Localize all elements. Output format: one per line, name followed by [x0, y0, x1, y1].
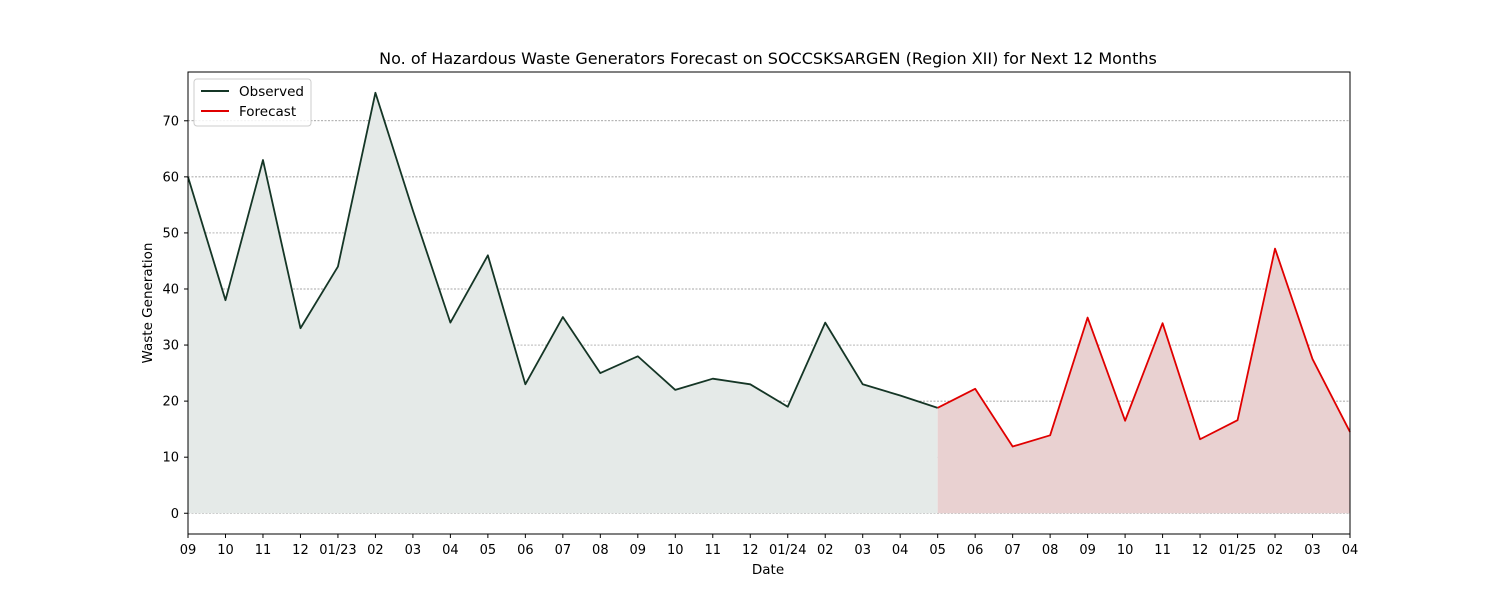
y-axis-title: Waste Generation	[140, 243, 156, 364]
x-tick-label: 01/23	[319, 543, 356, 558]
x-tick-label: 06	[967, 543, 984, 558]
x-tick-label: 04	[1342, 543, 1359, 558]
area-fills	[188, 92, 1350, 514]
x-tick-label: 10	[1117, 543, 1134, 558]
x-tick-label: 08	[1042, 543, 1059, 558]
x-tick-label: 12	[742, 543, 759, 558]
y-tick-label: 0	[171, 507, 179, 522]
x-tick-label: 04	[442, 543, 459, 558]
y-tick-label: 60	[162, 170, 179, 185]
x-tick-label: 09	[630, 543, 647, 558]
x-tick-label: 08	[592, 543, 609, 558]
y-tick-label: 40	[162, 282, 179, 297]
x-tick-label: 12	[292, 543, 309, 558]
x-tick-label: 03	[405, 543, 422, 558]
y-axis: 0 10 20 30 40 50 60 70	[162, 114, 188, 522]
area-observed	[188, 92, 938, 514]
line-observed	[187, 91, 938, 409]
chart-title: No. of Hazardous Waste Generators Foreca…	[379, 49, 1157, 68]
plot-frame	[187, 71, 1351, 535]
x-axis: 09 10 11 12 01/23 02 03 04 05 06 07 08 09 10 11 12 01/24…	[180, 534, 1359, 558]
x-tick-label: 01/24	[769, 543, 806, 558]
x-tick-label: 03	[854, 543, 871, 558]
x-tick-label: 10	[667, 543, 684, 558]
x-axis-title: Date	[752, 562, 784, 578]
x-tick-label: 11	[705, 543, 722, 558]
line-forecast	[937, 247, 1351, 448]
y-tick-label: 30	[162, 339, 179, 354]
y-tick-label: 10	[162, 451, 179, 466]
x-tick-label: 03	[1304, 543, 1321, 558]
x-tick-label: 01/25	[1219, 543, 1256, 558]
x-tick-label: 09	[1079, 543, 1096, 558]
x-tick-label: 05	[480, 543, 497, 558]
y-tick-label: 70	[162, 114, 179, 129]
x-tick-label: 07	[555, 543, 572, 558]
x-tick-label: 11	[1154, 543, 1171, 558]
x-tick-label: 02	[817, 543, 834, 558]
y-tick-label: 20	[162, 395, 179, 410]
x-tick-label: 06	[517, 543, 534, 558]
x-tick-label: 02	[1267, 543, 1284, 558]
x-tick-label: 10	[217, 543, 234, 558]
legend: Observed Forecast	[193, 78, 312, 127]
x-tick-label: 05	[929, 543, 946, 558]
x-tick-label: 02	[367, 543, 384, 558]
x-tick-label: 12	[1192, 543, 1209, 558]
x-tick-label: 07	[1004, 543, 1021, 558]
x-tick-label: 09	[180, 543, 197, 558]
x-tick-label: 04	[892, 543, 909, 558]
area-forecast	[937, 248, 1350, 514]
legend-label-observed: Observed	[239, 84, 304, 100]
legend-label-forecast: Forecast	[239, 104, 296, 120]
series-lines	[187, 91, 1351, 448]
x-tick-label: 11	[255, 543, 272, 558]
y-tick-label: 50	[162, 226, 179, 241]
